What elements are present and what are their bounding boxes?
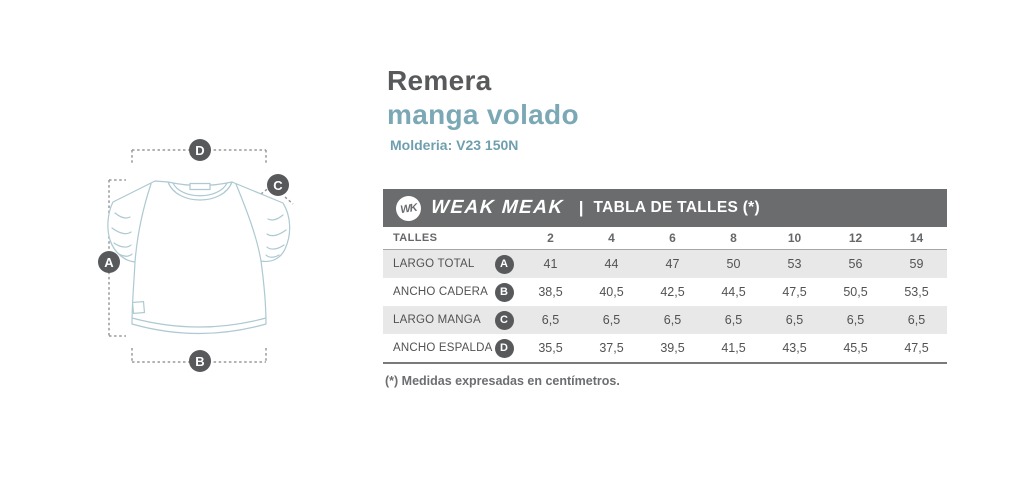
table-row-ancho-cadera: ANCHO CADERA B 38,5 40,5 42,5 44,5 47,5 …	[383, 278, 947, 306]
size-value: 53	[787, 257, 802, 271]
marker-badge-b: B	[494, 282, 514, 302]
marker-badge-c: C	[494, 310, 514, 330]
size-value: 6,5	[602, 313, 621, 327]
tshirt-illustration	[107, 149, 294, 363]
size-table-header: WK WEAK MEAK | TABLA DE TALLES (*)	[383, 189, 947, 227]
header-separator: |	[578, 198, 584, 217]
size-col-header: 14	[909, 231, 924, 245]
marker-d: D	[189, 139, 211, 161]
size-value: 47,5	[904, 341, 929, 355]
garment-diagram: D A C B	[85, 135, 315, 380]
size-value: 59	[909, 257, 924, 271]
row-label: LARGO TOTAL	[393, 258, 475, 270]
size-value: 6,5	[724, 313, 743, 327]
size-value: 6,5	[907, 313, 926, 327]
left-armhole-seam	[134, 183, 152, 263]
product-pattern: Molderia: V23 150N	[390, 136, 519, 153]
marker-badge-a: A	[494, 254, 514, 274]
marker-c: C	[267, 174, 289, 196]
size-col-header: 8	[730, 231, 737, 245]
size-value: 38,5	[538, 285, 563, 299]
size-value: 6,5	[541, 313, 560, 327]
collar-inner	[172, 182, 228, 197]
brand-logo-text: WK	[399, 200, 418, 216]
size-col-header: 12	[848, 231, 863, 245]
footnote: (*) Medidas expresadas en centímetros.	[385, 374, 620, 388]
marker-badge-d: D	[494, 338, 514, 358]
hem-line	[131, 317, 267, 328]
product-name: Remera	[387, 65, 492, 96]
size-value: 50,5	[843, 285, 868, 299]
size-value: 6,5	[785, 313, 804, 327]
table-row-largo-total: LARGO TOTAL A 41 44 47 50 53 56 59	[383, 250, 947, 278]
table-row-largo-manga: LARGO MANGA C 6,5 6,5 6,5 6,5 6,5 6,5 6,…	[383, 306, 947, 334]
marker-a: A	[98, 251, 120, 273]
collar-outer	[167, 181, 233, 201]
title-block: Remera manga volado Molderia: V23 150N	[387, 66, 579, 153]
size-value: 50	[726, 257, 741, 271]
row-label: ANCHO ESPALDA	[393, 342, 493, 354]
table-row-ancho-espalda: ANCHO ESPALDA D 35,5 37,5 39,5 41,5 43,5…	[383, 334, 947, 362]
size-value: 6,5	[663, 313, 682, 327]
size-value: 39,5	[660, 341, 685, 355]
size-value: 47	[665, 257, 680, 271]
side-label-tag	[131, 300, 146, 315]
size-value: 47,5	[782, 285, 807, 299]
talles-label: TALLES	[393, 232, 438, 244]
size-value: 42,5	[660, 285, 685, 299]
neck-label-tag	[189, 182, 211, 191]
size-value: 40,5	[599, 285, 624, 299]
size-value: 44	[604, 257, 619, 271]
row-label: ANCHO CADERA	[393, 286, 489, 298]
size-col-header: 4	[608, 231, 615, 245]
product-variant: manga volado	[387, 99, 579, 131]
size-value: 45,5	[843, 341, 868, 355]
size-value: 53,5	[904, 285, 929, 299]
size-value: 41,5	[721, 341, 746, 355]
size-value: 37,5	[599, 341, 624, 355]
size-value: 41	[543, 257, 558, 271]
table-head-row: TALLES 2 4 6 8 10 12 14	[383, 227, 947, 250]
size-value: 6,5	[846, 313, 865, 327]
row-label: LARGO MANGA	[393, 314, 481, 326]
tshirt-outline	[107, 180, 291, 335]
size-value: 44,5	[721, 285, 746, 299]
size-col-header: 6	[669, 231, 676, 245]
marker-b: B	[189, 350, 211, 372]
size-table: WK WEAK MEAK | TABLA DE TALLES (*) TALLE…	[383, 189, 947, 364]
table-title: TABLA DE TALLES (*)	[593, 199, 760, 216]
size-value: 35,5	[538, 341, 563, 355]
size-value: 56	[848, 257, 863, 271]
right-armhole-seam	[235, 183, 262, 262]
size-col-header: 2	[547, 231, 554, 245]
size-value: 43,5	[782, 341, 807, 355]
size-col-header: 10	[787, 231, 802, 245]
brand-name: WEAK MEAK	[430, 197, 565, 218]
brand-logo-icon: WK	[394, 193, 423, 223]
